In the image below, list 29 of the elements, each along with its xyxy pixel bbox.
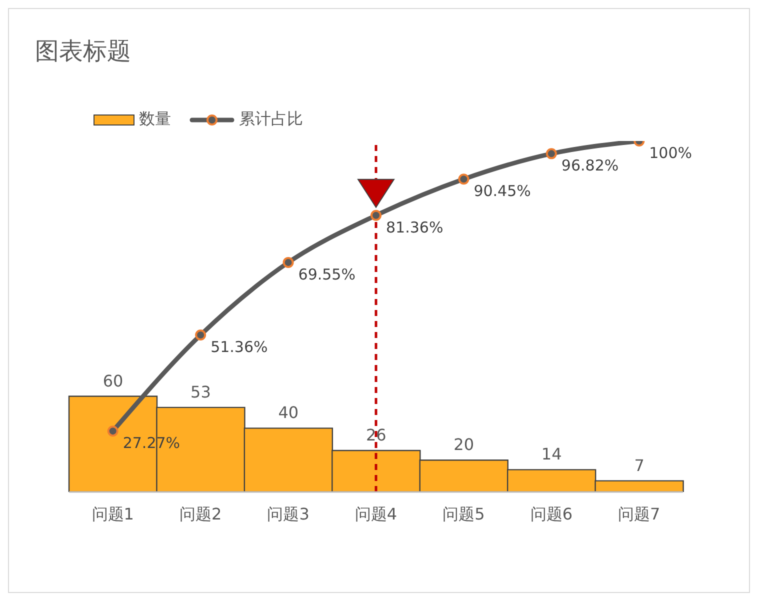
point	[282, 256, 294, 268]
data-label: 60	[102, 371, 124, 390]
data-label: 40	[278, 403, 299, 422]
legend-label: 数量	[139, 109, 171, 130]
data-label: 53	[190, 382, 211, 402]
point	[458, 174, 470, 185]
data-label: 90.45%	[474, 182, 531, 200]
data-label: 81.36%	[386, 218, 444, 236]
x-tick-label: 问题7	[618, 504, 660, 524]
data-label: 100%	[649, 144, 692, 162]
point	[370, 210, 382, 221]
x-tick-label: 问题4	[354, 504, 398, 524]
data-label: 96.82%	[561, 156, 619, 175]
data-label: 14	[541, 444, 562, 464]
data-label: 69.55%	[298, 265, 356, 284]
legend-label: 累计占比	[239, 109, 303, 130]
x-tick-label: 问题6	[530, 504, 573, 524]
x-tick-label: 问题5	[442, 504, 485, 524]
data-label: 26	[366, 426, 386, 445]
point	[546, 148, 557, 160]
point	[107, 426, 118, 437]
data-label: 20	[454, 435, 474, 454]
x-tick-label: 问题1	[92, 504, 134, 524]
data-label: 51.36%	[210, 338, 268, 356]
x-tick-label: 问题3	[267, 504, 310, 524]
point	[195, 330, 206, 340]
x-tick-label: 问题2	[179, 504, 222, 524]
chart-title: 图表标题	[35, 36, 131, 67]
data-label: 7	[634, 456, 644, 475]
